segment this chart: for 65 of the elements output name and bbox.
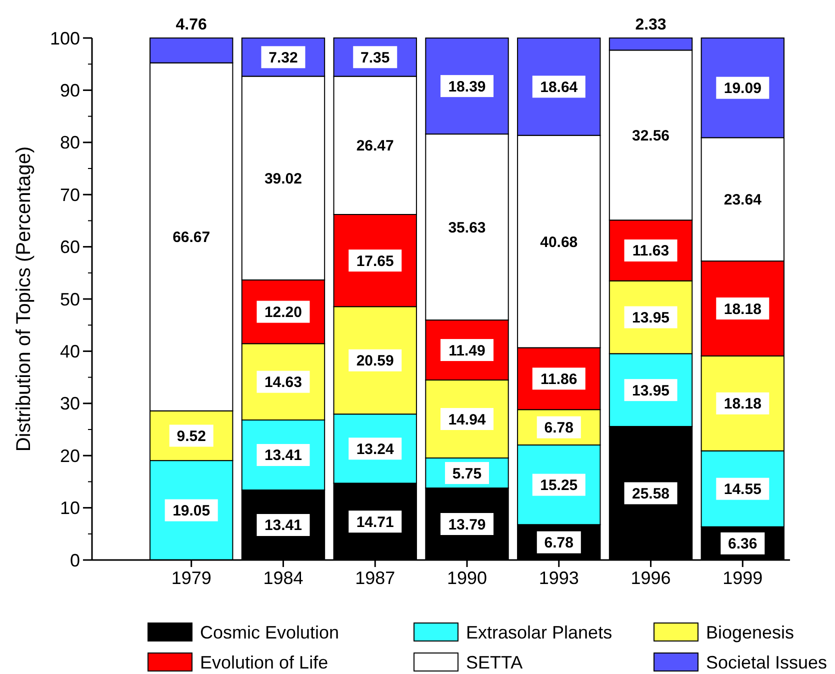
data-label: 11.63 <box>632 242 670 260</box>
legend-label: Evolution of Life <box>200 652 328 672</box>
data-label: 7.35 <box>360 49 390 66</box>
data-label: 20.59 <box>356 352 394 370</box>
y-tick-label: 80 <box>60 132 80 153</box>
data-label: 6.36 <box>728 536 758 553</box>
data-label: 4.76 <box>176 16 208 34</box>
legend-label: Cosmic Evolution <box>200 622 340 642</box>
data-label: 25.58 <box>632 485 670 502</box>
data-label: 14.94 <box>448 411 486 428</box>
data-label: 14.55 <box>724 481 762 498</box>
data-label: 9.52 <box>176 428 206 445</box>
data-label: 14.71 <box>356 514 394 531</box>
data-label: 39.02 <box>264 170 302 188</box>
x-tick-label: 1984 <box>263 568 304 588</box>
data-label: 26.47 <box>356 138 394 155</box>
y-tick-label: 100 <box>50 28 80 48</box>
data-label: 23.64 <box>724 192 762 209</box>
data-label: 13.41 <box>264 447 302 464</box>
data-label: 18.64 <box>540 78 578 96</box>
y-tick-label: 0 <box>70 550 80 570</box>
y-tick-label: 70 <box>60 184 80 205</box>
data-label: 19.05 <box>172 502 210 520</box>
data-label: 13.95 <box>632 309 670 326</box>
data-label: 40.68 <box>540 234 578 251</box>
x-tick-label: 1996 <box>630 568 671 588</box>
legend-label: Extrasolar Planets <box>466 622 612 642</box>
data-label: 18.18 <box>724 396 762 413</box>
x-tick-label: 1993 <box>538 568 579 588</box>
data-label: 18.39 <box>448 78 486 96</box>
data-label: 6.78 <box>544 420 574 437</box>
x-tick-label: 1999 <box>722 568 763 588</box>
data-label: 66.67 <box>172 229 210 246</box>
data-label: 17.65 <box>356 252 394 270</box>
data-label: 7.32 <box>268 49 298 66</box>
data-label: 18.18 <box>724 300 762 318</box>
y-tick-label: 20 <box>60 446 80 466</box>
y-axis-title: Distribution of Topics (Percentage) <box>13 146 35 452</box>
y-tick-label: 10 <box>60 498 80 518</box>
data-label: 12.20 <box>264 304 302 322</box>
data-label: 15.25 <box>540 477 578 494</box>
legend-label: SETTA <box>466 652 523 672</box>
data-label: 13.79 <box>448 516 486 534</box>
y-tick-label: 50 <box>60 289 80 310</box>
data-label: 19.09 <box>724 80 762 98</box>
data-label: 14.63 <box>264 374 302 392</box>
y-tick-label: 40 <box>60 342 80 362</box>
x-tick-label: 1987 <box>355 568 396 588</box>
data-label: 11.86 <box>540 370 578 388</box>
x-tick-label: 1979 <box>171 568 212 588</box>
y-tick-label: 60 <box>60 237 80 258</box>
data-label: 32.56 <box>632 127 670 144</box>
legend-label: Biogenesis <box>706 622 794 642</box>
x-tick-label: 1990 <box>446 568 488 588</box>
y-tick-label: 30 <box>60 394 80 414</box>
data-label: 13.41 <box>264 517 302 534</box>
data-label: 5.75 <box>452 465 482 482</box>
data-label: 35.63 <box>448 219 486 236</box>
data-label: 13.95 <box>632 382 670 400</box>
legend-label: Societal Issues <box>706 652 828 672</box>
data-label: 13.24 <box>356 440 395 458</box>
y-tick-label: 90 <box>60 80 80 100</box>
data-label: 2.33 <box>635 16 666 34</box>
data-label: 6.78 <box>544 534 574 552</box>
data-label: 11.49 <box>448 342 486 360</box>
